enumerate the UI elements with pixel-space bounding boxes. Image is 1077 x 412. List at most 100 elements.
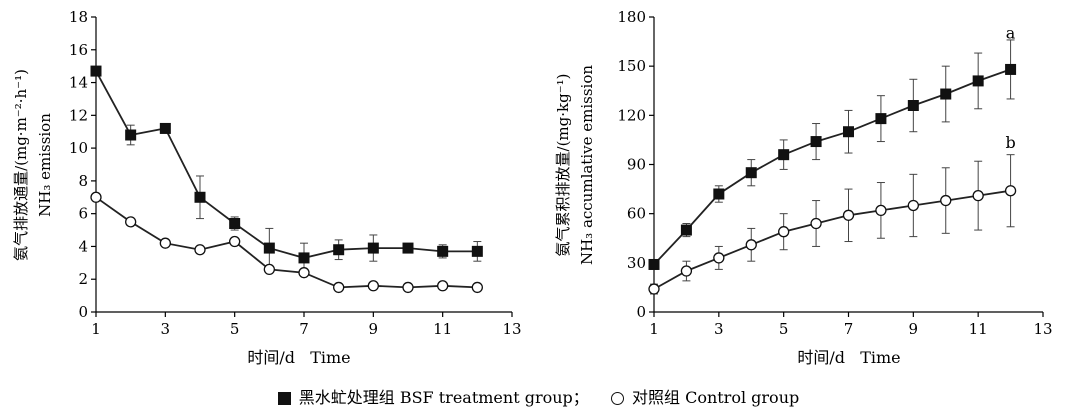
data-point-control <box>907 199 919 212</box>
series-line-control <box>95 196 478 289</box>
data-point-control <box>298 267 310 279</box>
x-tick-label: 13 <box>1033 320 1052 338</box>
y-tick-label: 8 <box>78 172 88 190</box>
data-point-control <box>810 217 822 230</box>
data-point-treatment <box>229 218 241 229</box>
y-tick-label: 60 <box>627 205 646 223</box>
x-tick-label: 1 <box>91 320 101 338</box>
data-point-treatment <box>194 191 206 203</box>
data-point-treatment <box>1005 63 1017 75</box>
y-tick-label: 0 <box>78 303 88 321</box>
x-tick-label: 11 <box>969 320 988 338</box>
y-tick-label: 120 <box>617 106 646 124</box>
x-tick-label: 7 <box>299 320 309 338</box>
data-point-control <box>972 189 984 202</box>
y-tick-label: 150 <box>617 57 646 75</box>
y-axis-label-en: NH₃ accumlative emission <box>578 65 596 265</box>
y-tick-label: 180 <box>617 8 646 26</box>
data-point-treatment <box>972 75 984 87</box>
filled-square-icon <box>277 392 291 405</box>
data-point-control <box>648 283 660 295</box>
legend-item-treatment: 黑水虻处理组 BSF treatment group； <box>277 384 589 408</box>
data-point-treatment <box>940 88 952 100</box>
y-tick-label: 18 <box>69 8 88 26</box>
data-point-control <box>159 237 171 249</box>
legend: 黑水虻处理组 BSF treatment group； 对照组 Control … <box>0 384 1077 408</box>
y-tick-label: 16 <box>69 41 88 59</box>
data-point-treatment <box>778 149 790 161</box>
legend-label-control: 对照组 Control group <box>631 388 800 407</box>
data-point-control <box>437 280 449 292</box>
data-point-control <box>125 216 137 228</box>
significance-label: b <box>1005 133 1015 152</box>
data-point-control <box>333 281 345 294</box>
legend-item-control: 对照组 Control group <box>610 384 800 408</box>
y-tick-label: 0 <box>636 303 646 321</box>
y-tick-label: 2 <box>78 270 88 288</box>
data-point-control <box>229 235 241 248</box>
data-point-control <box>471 281 483 294</box>
data-point-treatment <box>875 113 887 125</box>
x-tick-label: 5 <box>230 320 240 338</box>
series-line-treatment <box>95 70 478 259</box>
data-point-control <box>713 252 725 264</box>
y-tick-label: 4 <box>78 237 88 255</box>
x-tick-label: 5 <box>779 320 789 338</box>
data-point-treatment <box>90 65 102 77</box>
x-axis-label: 时间/d Time <box>247 348 350 367</box>
data-point-treatment <box>402 242 414 254</box>
accumulative-emission-chart: 氨气累积排放量/(mg·kg⁻¹) NH₃ accumlative emissi… <box>554 8 1053 367</box>
data-point-control <box>842 209 855 221</box>
y-tick-label: 12 <box>69 106 88 124</box>
x-tick-label: 3 <box>714 320 724 338</box>
x-tick-label: 13 <box>502 320 521 338</box>
data-point-treatment <box>159 122 171 134</box>
data-point-treatment <box>907 100 919 111</box>
data-point-treatment <box>745 167 757 179</box>
x-tick-label: 9 <box>369 320 379 338</box>
data-point-control <box>194 244 206 256</box>
x-axis-label: 时间/d Time <box>797 348 900 367</box>
y-axis-label-cn: 氨气累积排放量/(mg·kg⁻¹) <box>554 74 572 257</box>
significance-label: a <box>1006 23 1016 42</box>
series-line-treatment <box>653 68 1011 266</box>
data-point-treatment <box>263 242 275 254</box>
data-point-control <box>680 265 693 277</box>
y-tick-label: 14 <box>69 74 88 92</box>
data-point-control <box>90 191 102 203</box>
x-tick-label: 1 <box>649 320 659 338</box>
x-tick-label: 3 <box>161 320 171 338</box>
x-tick-label: 9 <box>909 320 919 338</box>
y-tick-label: 90 <box>627 156 646 174</box>
y-axis-label-cn: 氨气排放通量/(mg·m⁻²·h⁻¹) <box>12 69 30 261</box>
data-point-control <box>940 194 952 207</box>
legend-label-treatment: 黑水虻处理组 BSF treatment group； <box>298 388 589 407</box>
open-circle-icon <box>610 392 624 405</box>
data-point-control <box>745 239 757 251</box>
y-tick-label: 6 <box>78 205 88 223</box>
data-point-control <box>1004 185 1017 197</box>
data-point-treatment <box>680 224 692 236</box>
data-point-treatment <box>843 126 854 138</box>
data-point-treatment <box>437 245 449 257</box>
y-tick-label: 10 <box>69 139 88 157</box>
data-point-control <box>402 281 414 294</box>
data-point-treatment <box>810 136 822 148</box>
x-tick-label: 7 <box>844 320 854 338</box>
data-point-treatment <box>367 242 379 254</box>
data-point-treatment <box>125 129 137 141</box>
data-point-treatment <box>298 252 310 264</box>
data-point-control <box>778 226 790 238</box>
data-point-treatment <box>333 244 345 256</box>
data-point-treatment <box>648 258 660 270</box>
x-tick-label: 11 <box>433 320 452 338</box>
y-tick-label: 30 <box>627 254 646 272</box>
y-axis-label-en: NH₃ emission <box>36 113 54 217</box>
data-point-treatment <box>471 245 483 257</box>
data-point-control <box>367 280 379 292</box>
emission-flux-chart: 氨气排放通量/(mg·m⁻²·h⁻¹) NH₃ emission 时间/d Ti… <box>12 8 522 367</box>
data-point-treatment <box>713 188 725 200</box>
data-point-control <box>263 263 275 276</box>
data-point-control <box>875 204 887 217</box>
